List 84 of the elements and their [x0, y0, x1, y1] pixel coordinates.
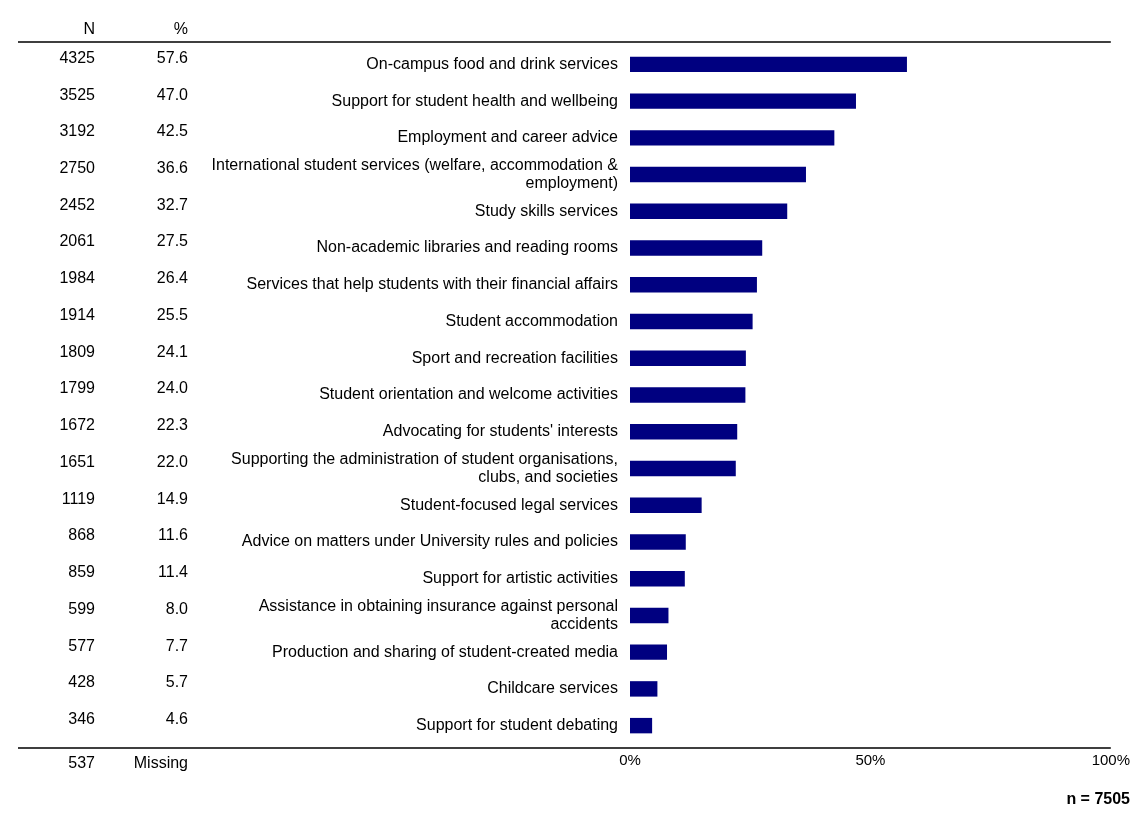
y-tick-label: Support for artistic activities [422, 569, 618, 587]
y-tick-label: Support for student health and wellbeing [331, 91, 618, 109]
bar [630, 277, 757, 293]
text: 868 [68, 526, 96, 544]
bar [630, 166, 806, 183]
data-label: 42.5 [156, 122, 189, 140]
data-label: 24.1 [156, 342, 189, 360]
bar [630, 717, 653, 734]
y-tick-label: Study skills services [474, 201, 618, 219]
y-tick-label: Assistance in obtaining insurance against personal accidents [258, 597, 618, 632]
y-tick-label: Student orientation and welcome activities [319, 385, 618, 403]
bar [630, 203, 788, 220]
y-tick-label: Supporting the administration of student organisations, clubs, and societies [231, 450, 618, 485]
text: 2452 [59, 195, 96, 213]
bar [630, 350, 746, 366]
data-label: 22.0 [156, 452, 189, 470]
data-label: 36.6 [156, 158, 189, 176]
data-label: 11.6 [158, 526, 189, 544]
bar [630, 644, 668, 660]
bar [630, 56, 907, 73]
text: % [173, 20, 188, 38]
text: n = 7505 [1066, 790, 1131, 808]
text: 1672 [59, 416, 96, 434]
text: 1651 [59, 452, 96, 470]
text: 4325 [59, 48, 96, 66]
data-label: 22.3 [156, 416, 189, 434]
bar [630, 607, 669, 624]
text: 537 [68, 754, 96, 772]
data-label: 8.0 [165, 599, 189, 617]
data-label: 14.9 [156, 489, 189, 507]
bar [630, 313, 753, 330]
text: 1799 [59, 379, 96, 397]
bar [630, 387, 746, 403]
y-tick-label: Production and sharing of student-created media [272, 642, 619, 660]
bar [630, 534, 686, 550]
y-tick-label: Advice on matters under University rules and policies [241, 532, 618, 550]
x-tick-label: 50% [855, 751, 886, 769]
bar [630, 570, 685, 587]
y-tick-label: Support for student debating [416, 716, 618, 734]
data-label: 25.5 [156, 305, 189, 323]
text: 1984 [59, 269, 96, 287]
data-label: 4.6 [165, 710, 189, 728]
data-label: 11.4 [158, 563, 189, 581]
bar [630, 497, 702, 513]
text: 2061 [59, 232, 96, 250]
y-tick-label: Services that help students with their financial affairs [246, 275, 618, 293]
bar [630, 240, 763, 256]
bar [630, 130, 835, 146]
bar [630, 424, 738, 440]
text: Missing [133, 754, 188, 772]
y-tick-label: Non-academic libraries and reading rooms [316, 238, 618, 256]
text: 1809 [59, 342, 96, 360]
text: 577 [68, 636, 96, 654]
data-label: 27.5 [156, 232, 189, 250]
y-tick-label: International student services (welfare, accommodation & employment) [211, 156, 619, 191]
bar [630, 93, 856, 109]
y-tick-label: Student-focused legal services [400, 495, 618, 513]
y-tick-label: Sport and recreation facilities [411, 348, 618, 366]
data-label: 32.7 [156, 195, 189, 213]
text: 1914 [59, 305, 96, 323]
text: 428 [68, 673, 96, 691]
text: 346 [68, 710, 96, 728]
y-tick-label: Advocating for students' interests [382, 422, 618, 440]
x-tick-label: 0% [619, 751, 641, 769]
data-label: 7.7 [165, 636, 189, 654]
data-label: 24.0 [156, 379, 189, 397]
data-label: 47.0 [156, 85, 189, 103]
y-tick-label: On-campus food and drink services [366, 54, 618, 72]
bar [630, 460, 736, 477]
y-tick-label: Student accommodation [445, 311, 618, 329]
data-label: 57.6 [156, 48, 189, 66]
text: 599 [68, 599, 96, 617]
text: 3192 [59, 122, 96, 140]
text: 859 [68, 563, 96, 581]
y-tick-label: Childcare services [487, 679, 618, 697]
text: 1119 [61, 489, 96, 507]
bar [630, 681, 658, 697]
x-tick-label: 100% [1091, 751, 1131, 769]
text: 2750 [59, 158, 96, 176]
text: N [83, 20, 95, 38]
y-tick-label: Employment and career advice [397, 128, 619, 146]
data-label: 5.7 [165, 673, 189, 691]
data-label: 26.4 [156, 269, 189, 287]
text: 3525 [59, 85, 96, 103]
